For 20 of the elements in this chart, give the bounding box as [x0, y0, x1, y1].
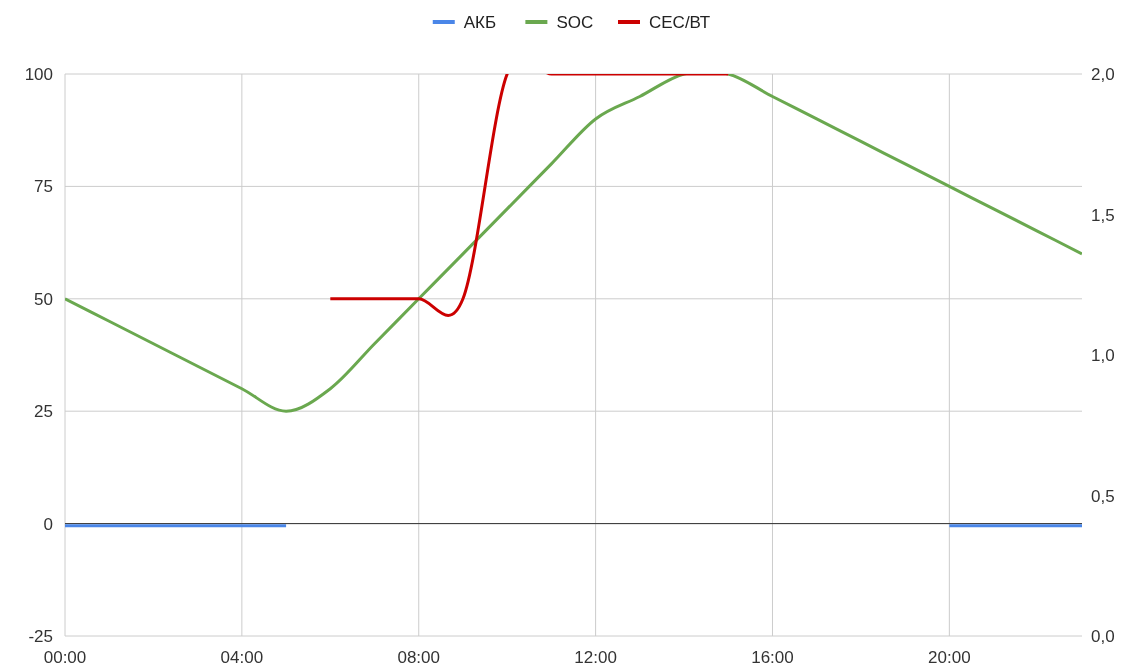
- y2-tick-label: 1,0: [1091, 345, 1115, 365]
- y-tick-label: 75: [34, 176, 53, 196]
- y2-tick-label: 2,0: [1091, 64, 1115, 84]
- y-tick-label: -25: [28, 626, 53, 646]
- x-tick-label: 04:00: [220, 648, 264, 667]
- y-tick-label: 25: [34, 401, 53, 421]
- legend-label: SOC: [556, 12, 594, 32]
- y-tick-label: 50: [34, 289, 53, 309]
- y-tick-label: 100: [24, 64, 53, 84]
- x-tick-label: 08:00: [397, 648, 441, 667]
- legend-label: АКБ: [463, 12, 497, 32]
- x-tick-label: 16:00: [751, 648, 794, 667]
- x-tick-label: 00:00: [43, 648, 87, 667]
- legend-label: СЕС/ВТ: [649, 12, 711, 32]
- y2-tick-label: 0,0: [1091, 626, 1115, 646]
- y2-tick-label: 0,5: [1091, 486, 1115, 505]
- y-tick-label: 0: [43, 514, 53, 534]
- x-tick-label: 20:00: [928, 648, 971, 667]
- y2-tick-label: 1,5: [1091, 205, 1115, 224]
- x-tick-label: 12:00: [574, 648, 617, 667]
